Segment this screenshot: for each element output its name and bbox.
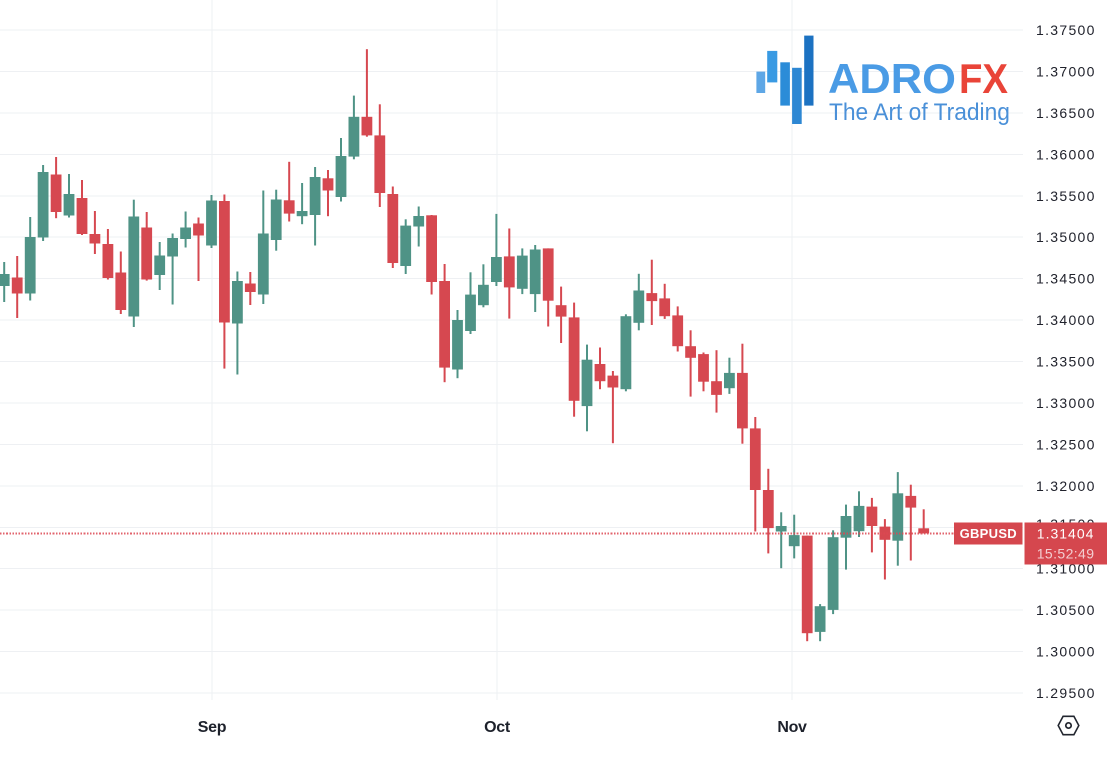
svg-text:1.35500: 1.35500 bbox=[1036, 188, 1096, 204]
svg-text:1.37500: 1.37500 bbox=[1036, 22, 1096, 38]
svg-text:Sep: Sep bbox=[198, 719, 227, 736]
svg-text:1.31404: 1.31404 bbox=[1037, 526, 1095, 542]
svg-text:1.32000: 1.32000 bbox=[1036, 478, 1096, 494]
svg-text:ADRO: ADRO bbox=[828, 55, 956, 102]
svg-text:1.36000: 1.36000 bbox=[1036, 146, 1096, 162]
svg-text:1.30500: 1.30500 bbox=[1036, 602, 1096, 618]
svg-text:FX: FX bbox=[959, 55, 1008, 102]
svg-text:1.35000: 1.35000 bbox=[1036, 229, 1096, 245]
svg-text:1.33500: 1.33500 bbox=[1036, 354, 1096, 370]
svg-text:1.37000: 1.37000 bbox=[1036, 63, 1096, 79]
svg-text:1.34000: 1.34000 bbox=[1036, 312, 1096, 328]
svg-text:1.30000: 1.30000 bbox=[1036, 644, 1096, 660]
svg-text:1.34500: 1.34500 bbox=[1036, 271, 1096, 287]
svg-text:GBPUSD: GBPUSD bbox=[960, 526, 1017, 541]
svg-text:1.32500: 1.32500 bbox=[1036, 436, 1096, 452]
svg-text:Oct: Oct bbox=[484, 719, 511, 736]
svg-text:1.33000: 1.33000 bbox=[1036, 395, 1096, 411]
svg-text:The Art of Trading: The Art of Trading bbox=[829, 98, 1010, 125]
svg-text:15:52:49: 15:52:49 bbox=[1037, 546, 1095, 562]
svg-text:1.29500: 1.29500 bbox=[1036, 685, 1096, 701]
svg-text:1.36500: 1.36500 bbox=[1036, 105, 1096, 121]
svg-text:Nov: Nov bbox=[777, 719, 807, 736]
